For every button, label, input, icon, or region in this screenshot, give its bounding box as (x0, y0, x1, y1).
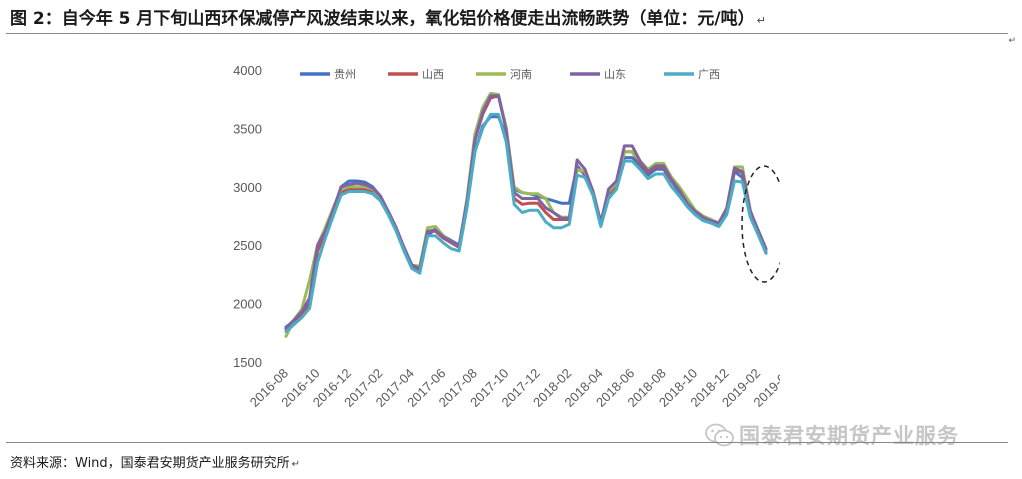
highlight-ellipse (741, 165, 780, 283)
series-line-河南 (284, 91, 768, 338)
series-lines (284, 91, 768, 338)
price-line-chart: 1500 2000 2500 3000 3500 4000 2016-082016-102… (233, 63, 780, 410)
legend: 贵州 山西 河南 山东 广西 (300, 68, 720, 81)
y-axis: 1500 2000 2500 3000 3500 4000 (233, 63, 262, 370)
source-note: 资料来源：Wind，国泰君安期货产业服务研究所 ↵ (10, 456, 301, 471)
y-tick-label: 2000 (233, 297, 262, 312)
legend-label: 贵州 (334, 68, 356, 81)
x-axis: 2016-082016-102016-122017-022017-042017-… (247, 366, 780, 410)
legend-label: 山西 (422, 68, 444, 81)
series-line-山东 (284, 94, 768, 330)
y-tick-label: 2500 (233, 238, 262, 253)
legend-label: 广西 (698, 68, 720, 81)
series-line-广西 (284, 112, 768, 334)
legend-label: 山东 (604, 68, 626, 81)
y-tick-label: 4000 (233, 63, 262, 78)
watermark-text: 国泰君安期货产业服务 (739, 424, 959, 448)
wechat-icon (705, 423, 734, 447)
y-tick-label: 1500 (233, 355, 262, 370)
legend-label: 河南 (510, 68, 532, 81)
figure-title: 图 2：自今年 5 月下旬山西环保减停产风波结束以来，氧化铝价格便走出流畅跌势（… (10, 9, 766, 29)
bottom-rule (6, 442, 1008, 443)
watermark: 国泰君安期货产业服务 (705, 420, 959, 450)
y-tick-label: 3500 (233, 121, 262, 136)
top-rule (6, 33, 1008, 34)
paragraph-mark: ↵ (1008, 36, 1016, 46)
y-tick-label: 3000 (233, 180, 262, 195)
series-line-贵州 (284, 115, 768, 329)
